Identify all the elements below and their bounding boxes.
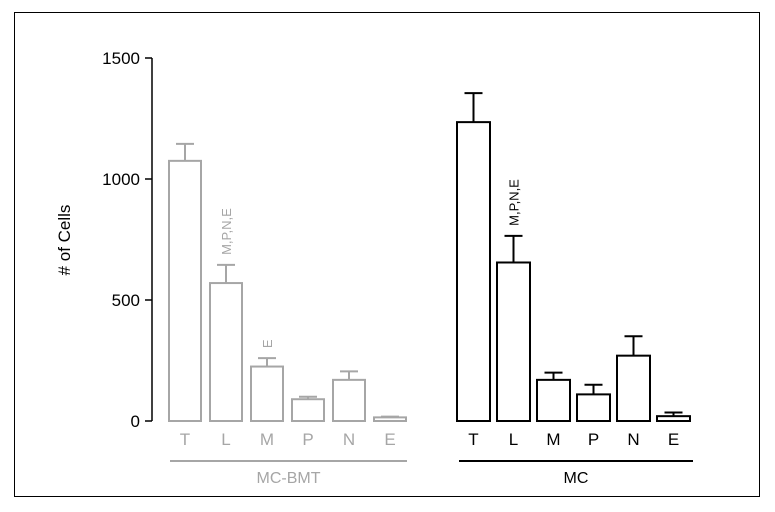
- y-tick-label: 0: [131, 412, 140, 431]
- bar-t: [456, 121, 491, 422]
- x-tick-label: T: [180, 430, 190, 449]
- y-tick-label: 1500: [102, 49, 140, 68]
- bar-n: [332, 378, 366, 422]
- bar-p: [291, 398, 325, 423]
- bars-layer: T L M,P,N,E M E P N E MC-BMT T L M,P,N,E M P N E MC: [168, 92, 693, 487]
- x-tick-label: E: [668, 430, 679, 449]
- x-tick-label: E: [384, 430, 395, 449]
- x-tick-label: N: [343, 430, 355, 449]
- x-tick-label: P: [588, 430, 599, 449]
- significance-annotation: E: [260, 339, 275, 348]
- bar-m: [250, 365, 284, 422]
- bar-e: [373, 416, 407, 422]
- bar-n: [616, 354, 651, 422]
- y-axis: 0 500 1000 1500: [102, 49, 153, 431]
- bar-m: [536, 378, 571, 422]
- bar-e: [656, 415, 691, 423]
- group-mc-bmt: T L M,P,N,E M E P N E MC-BMT: [168, 142, 407, 487]
- group-mc: T L M,P,N,E M P N E MC: [456, 92, 693, 487]
- x-tick-label: M: [260, 430, 274, 449]
- bar-p: [576, 393, 611, 423]
- bar-l: [209, 282, 243, 422]
- group-label: MC: [564, 470, 589, 487]
- significance-annotation: M,P,N,E: [507, 179, 522, 226]
- x-tick-label: P: [302, 430, 313, 449]
- x-tick-label: M: [546, 430, 560, 449]
- x-tick-label: N: [627, 430, 639, 449]
- y-tick-label: 1000: [102, 170, 140, 189]
- x-tick-label: L: [509, 430, 518, 449]
- x-tick-label: T: [468, 430, 478, 449]
- bar-l: [496, 261, 531, 422]
- y-tick-label: 500: [112, 291, 140, 310]
- group-label: MC-BMT: [257, 470, 321, 487]
- bar-t: [168, 159, 202, 422]
- x-tick-label: L: [221, 430, 230, 449]
- significance-annotation: M,P,N,E: [219, 208, 234, 255]
- y-axis-label: # of Cells: [55, 205, 74, 276]
